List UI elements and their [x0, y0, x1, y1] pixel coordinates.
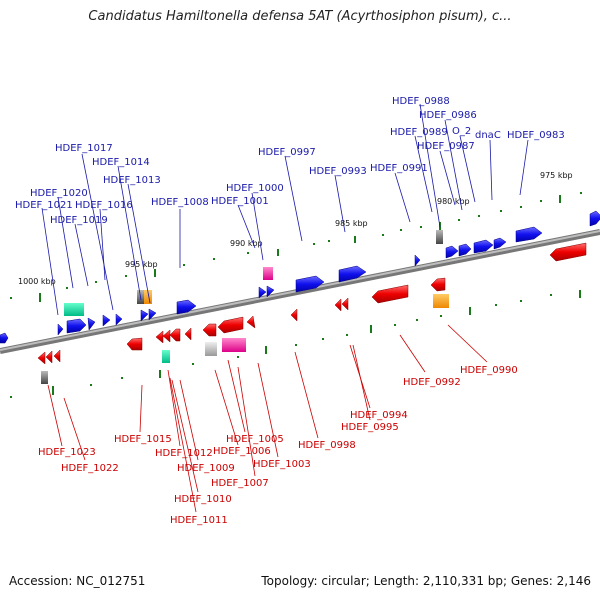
gene-arrow-forward[interactable] [515, 226, 543, 243]
scale-label-985kbp: 985 kbp [335, 219, 368, 228]
scale-label-995kbp: 995 kbp [125, 260, 158, 269]
feature-lightgray[interactable] [205, 342, 217, 356]
accession-label: Accession: NC_012751 [9, 574, 146, 588]
gene-label-HDEF_0987[interactable]: HDEF_0987 [417, 141, 475, 152]
gene-label-HDEF_0998[interactable]: HDEF_0998 [298, 440, 356, 451]
gene-arrow-reverse[interactable] [37, 351, 46, 365]
gene-label-HDEF_0990[interactable]: HDEF_0990 [460, 365, 518, 376]
gene-label-HDEF_1015[interactable]: HDEF_1015 [114, 434, 172, 445]
gene-label-O_2[interactable]: O_2 [452, 126, 471, 137]
gene-label-HDEF_0992[interactable]: HDEF_0992 [403, 377, 461, 388]
gene-label-HDEF_1005[interactable]: HDEF_1005 [226, 434, 284, 445]
gene-arrow-reverse[interactable] [126, 337, 143, 351]
gene-label-HDEF_1017[interactable]: HDEF_1017 [55, 143, 113, 154]
gene-label-HDEF_0995[interactable]: HDEF_0995 [341, 422, 399, 433]
gene-arrow-forward[interactable] [473, 239, 494, 254]
gene-arrow-forward[interactable] [0, 332, 9, 344]
gene-arrow-forward[interactable] [414, 254, 421, 267]
gene-arrow-forward[interactable] [66, 318, 87, 334]
feature-pink[interactable] [263, 267, 273, 280]
gene-arrow-forward[interactable] [266, 285, 275, 298]
scale-label-975kbp: 975 kbp [540, 171, 573, 180]
feature-teal[interactable] [64, 303, 84, 316]
reverse-genes [37, 242, 587, 365]
gene-label-HDEF_1019[interactable]: HDEF_1019 [50, 215, 108, 226]
gene-arrow-reverse[interactable] [217, 316, 244, 334]
gene-arrow-reverse[interactable] [341, 297, 349, 311]
gene-label-HDEF_0993[interactable]: HDEF_0993 [309, 166, 367, 177]
gene-label-HDEF_1021[interactable]: HDEF_1021 [15, 200, 73, 211]
gene-label-HDEF_1012[interactable]: HDEF_1012 [155, 448, 213, 459]
gene-label-HDEF_0994[interactable]: HDEF_0994 [350, 410, 408, 421]
gene-label-HDEF_1007[interactable]: HDEF_1007 [211, 478, 269, 489]
gene-label-HDEF_0997[interactable]: HDEF_0997 [258, 147, 316, 158]
gene-arrow-reverse[interactable] [53, 349, 61, 363]
gene-label-HDEF_0988[interactable]: HDEF_0988 [392, 96, 450, 107]
gene-arrow-forward[interactable] [295, 275, 325, 293]
gene-arrow-forward[interactable] [102, 314, 111, 327]
feature-gray[interactable] [436, 230, 443, 244]
gene-label-dnaC[interactable]: dnaC [475, 130, 501, 141]
gene-label-HDEF_1013[interactable]: HDEF_1013 [103, 175, 161, 186]
gene-arrow-reverse[interactable] [430, 277, 446, 292]
gene-arrow-reverse[interactable] [549, 242, 587, 262]
gene-arrow-forward[interactable] [148, 308, 157, 321]
feature-orange[interactable] [433, 294, 449, 308]
gene-label-HDEF_1020[interactable]: HDEF_1020 [30, 188, 88, 199]
gene-label-HDEF_1000[interactable]: HDEF_1000 [226, 183, 284, 194]
gene-arrow-forward[interactable] [140, 309, 149, 322]
gene-arrow-forward[interactable] [458, 243, 472, 257]
gene-label-HDEF_1003[interactable]: HDEF_1003 [253, 459, 311, 470]
gene-arrow-forward[interactable] [115, 313, 123, 326]
gene-arrow-forward[interactable] [589, 210, 600, 227]
gene-arrow-forward[interactable] [258, 286, 267, 299]
gene-arrow-reverse[interactable] [155, 330, 164, 344]
topology-label: Topology: circular; Length: 2,110,331 bp… [261, 574, 591, 588]
gene-label-HDEF_1001[interactable]: HDEF_1001 [211, 196, 269, 207]
gene-arrow-reverse[interactable] [334, 298, 342, 312]
gene-label-HDEF_1006[interactable]: HDEF_1006 [213, 446, 271, 457]
gene-arrow-forward[interactable] [87, 317, 96, 331]
gene-arrow-reverse[interactable] [202, 323, 217, 337]
gene-arrow-reverse[interactable] [45, 350, 53, 364]
gene-arrow-forward[interactable] [338, 265, 367, 283]
forward-label-leaders [41, 103, 529, 316]
reverse-features [41, 294, 449, 384]
feature-teal[interactable] [162, 350, 170, 363]
scale-label-980kbp: 980 kbp [437, 197, 470, 206]
scale-label-990kbp: 990 kbp [230, 239, 263, 248]
gene-arrow-reverse[interactable] [162, 329, 171, 343]
ticks-upper [10, 192, 582, 302]
gene-label-HDEF_1023[interactable]: HDEF_1023 [38, 447, 96, 458]
scale-label-1000kbp: 1000 kbp [18, 277, 56, 286]
feature-pink[interactable] [222, 338, 246, 352]
gene-arrow-forward[interactable] [57, 323, 64, 336]
gene-arrow-reverse[interactable] [290, 308, 298, 322]
gene-label-HDEF_1009[interactable]: HDEF_1009 [177, 463, 235, 474]
reverse-label-leaders [47, 324, 488, 513]
gene-arrow-forward[interactable] [445, 245, 459, 259]
map-title: Candidatus Hamiltonella defensa 5AT (Acy… [88, 9, 512, 24]
gene-arrow-reverse[interactable] [169, 328, 181, 342]
gene-label-HDEF_0986[interactable]: HDEF_0986 [419, 110, 477, 121]
gene-arrow-reverse[interactable] [371, 284, 409, 304]
gene-label-HDEF_0989[interactable]: HDEF_0989 [390, 127, 448, 138]
gene-label-HDEF_1010[interactable]: HDEF_1010 [174, 494, 232, 505]
gene-label-HDEF_1014[interactable]: HDEF_1014 [92, 157, 150, 168]
gene-label-HDEF_1016[interactable]: HDEF_1016 [75, 200, 133, 211]
feature-gray[interactable] [41, 371, 48, 384]
ticks-lower [10, 290, 581, 398]
feature-orange[interactable] [144, 290, 152, 304]
gene-label-HDEF_1022[interactable]: HDEF_1022 [61, 463, 119, 474]
gene-label-HDEF_1011[interactable]: HDEF_1011 [170, 515, 228, 526]
gene-label-HDEF_0983[interactable]: HDEF_0983 [507, 130, 565, 141]
gene-label-HDEF_1008[interactable]: HDEF_1008 [151, 197, 209, 208]
gene-arrow-forward[interactable] [493, 237, 507, 250]
gene-label-HDEF_0991[interactable]: HDEF_0991 [370, 163, 428, 174]
gene-arrow-reverse[interactable] [246, 315, 256, 329]
gene-arrow-reverse[interactable] [184, 327, 192, 341]
gene-arrow-forward[interactable] [176, 299, 197, 315]
forward-genes [0, 210, 600, 344]
